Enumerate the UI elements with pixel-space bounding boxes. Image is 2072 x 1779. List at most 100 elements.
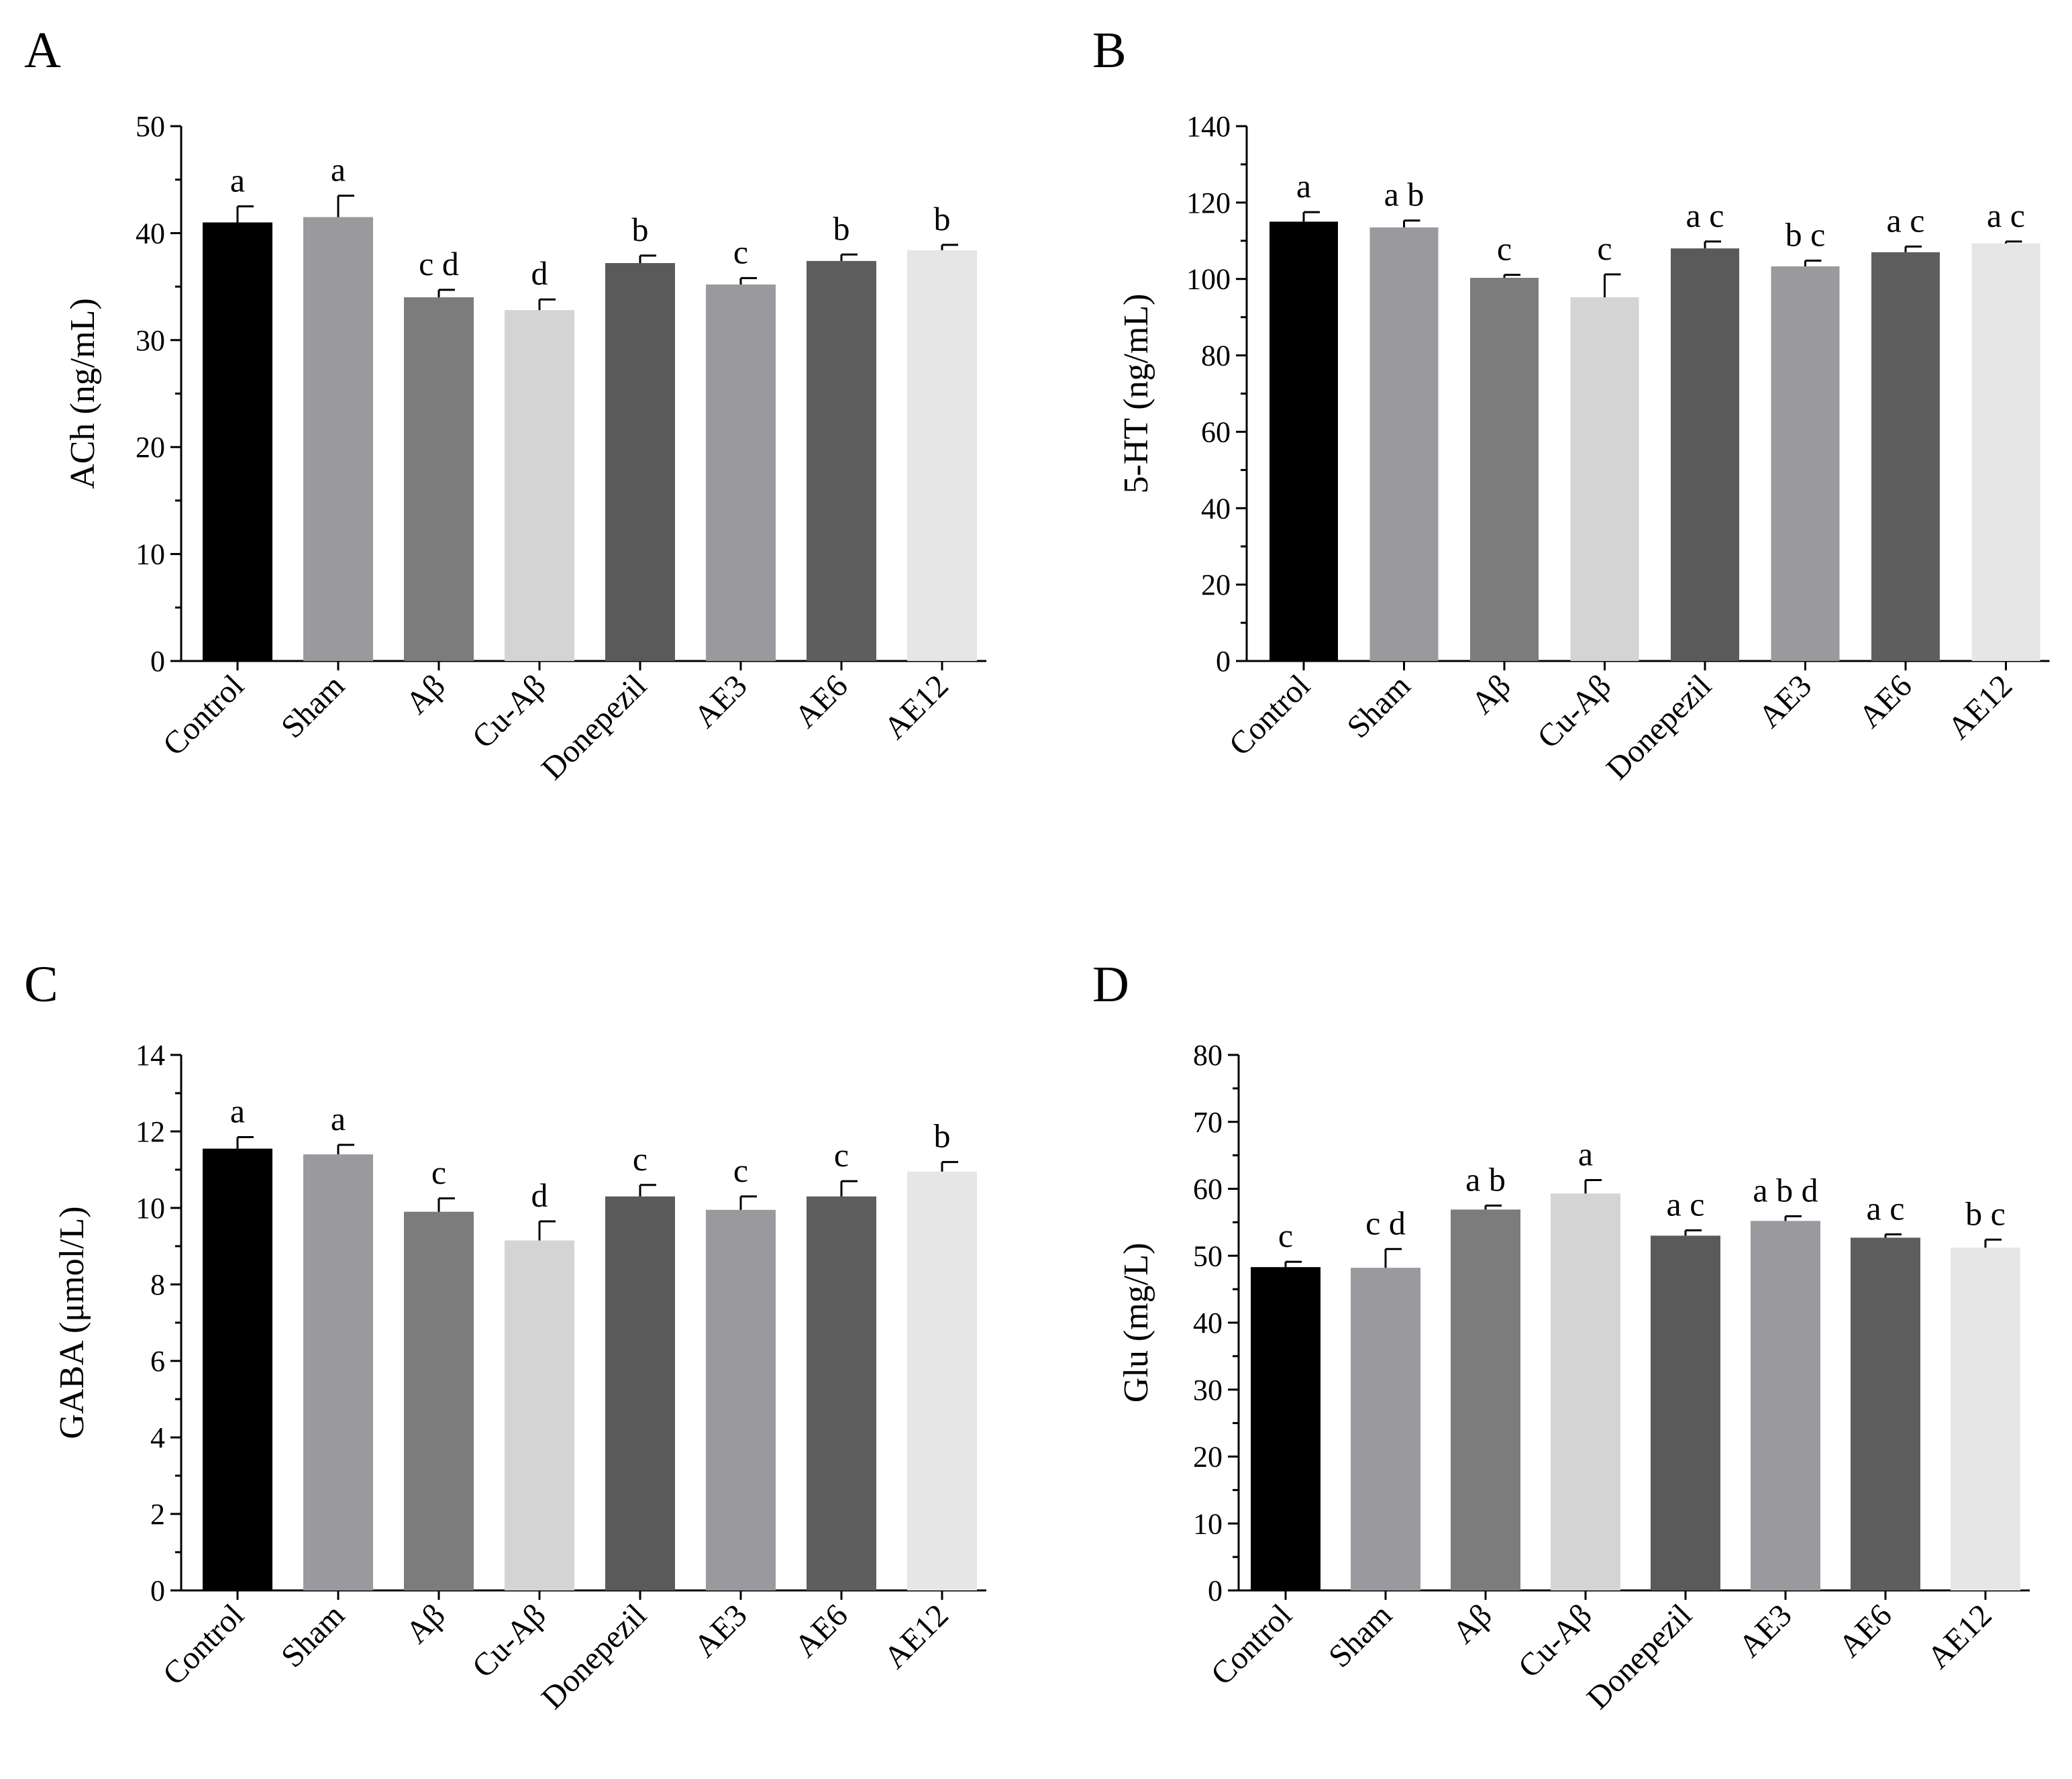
significance-label: a c [1867, 1189, 1905, 1227]
category-label: AE3 [687, 1597, 754, 1664]
significance-label: a c [1987, 197, 2025, 234]
category-label: AE12 [877, 668, 955, 746]
bar [303, 217, 373, 661]
y-tick-label: 20 [1193, 1441, 1223, 1474]
bar [1551, 1193, 1620, 1590]
significance-label: b [934, 1117, 951, 1155]
significance-label: a c [1667, 1185, 1705, 1223]
y-axis-title: Glu (mg/L) [1117, 1243, 1155, 1403]
bar [1270, 221, 1338, 662]
category-label: AE12 [1941, 668, 2020, 746]
significance-label: d [531, 1176, 548, 1214]
bar [907, 1171, 977, 1590]
bar [1871, 252, 1940, 662]
category-label: Sham [274, 1597, 352, 1674]
significance-label: a [230, 162, 245, 199]
significance-label: b c [1785, 215, 1826, 253]
panel-c: C GABA (μmol/L) 0 2 4 6 8 10 12 14 a Control a Sham c A… [24, 956, 986, 1716]
category-label: AE6 [788, 1597, 855, 1664]
category-label: AE3 [1732, 1597, 1799, 1664]
y-tick-label: 0 [1216, 645, 1231, 678]
y-tick-label: 0 [150, 1574, 165, 1607]
significance-label: c [834, 1136, 849, 1174]
y-tick-label: 0 [150, 645, 165, 678]
y-axis-title: ACh (ng/mL) [64, 298, 102, 489]
category-label: Aβ [399, 1597, 452, 1650]
significance-label: c [633, 1140, 648, 1178]
category-label: Cu-Aβ [1512, 1597, 1599, 1684]
bar [907, 250, 977, 661]
category-label: Sham [1322, 1597, 1399, 1674]
bar [404, 1211, 474, 1590]
bar [807, 260, 876, 661]
category-label: Cu-Aβ [1531, 668, 1618, 755]
y-tick-label: 30 [1193, 1374, 1223, 1407]
bar [706, 284, 776, 661]
y-tick-label: 60 [1201, 415, 1231, 448]
y-tick-label: 140 [1186, 110, 1231, 143]
category-label: Aβ [1465, 668, 1518, 721]
category-label: Aβ [1446, 1597, 1499, 1650]
bar [1451, 1209, 1520, 1590]
y-tick-label: 30 [136, 324, 165, 357]
bar [1951, 1248, 2020, 1590]
category-label: AE6 [788, 668, 855, 735]
y-tick-label: 0 [1208, 1574, 1223, 1607]
y-tick-label: 10 [136, 538, 165, 571]
bar [505, 310, 574, 662]
y-tick-label: 12 [136, 1115, 165, 1148]
bar [1971, 243, 2040, 661]
y-tick-label: 60 [1193, 1173, 1223, 1206]
significance-label: a [1578, 1135, 1593, 1173]
y-axis-title: 5-HT (ng/mL) [1117, 294, 1155, 494]
significance-label: c [733, 1152, 748, 1189]
bar [605, 1196, 675, 1590]
bar [807, 1196, 876, 1590]
significance-label: a [331, 1100, 346, 1137]
category-label: Control [1223, 668, 1317, 762]
bar [1251, 1267, 1320, 1590]
significance-label: a [331, 151, 346, 189]
y-tick-label: 50 [1193, 1239, 1223, 1272]
y-tick-label: 20 [136, 431, 165, 464]
bar [505, 1240, 574, 1590]
significance-label: b [833, 209, 850, 247]
significance-label: a b [1465, 1160, 1506, 1198]
y-tick-label: 40 [1201, 492, 1231, 525]
significance-label: b [632, 211, 649, 248]
category-label: Cu-Aβ [466, 1597, 553, 1684]
significance-label: c [431, 1154, 446, 1191]
category-label: AE6 [1852, 668, 1919, 735]
category-label: AE3 [687, 668, 754, 735]
significance-label: c [1497, 230, 1512, 267]
significance-label: b c [1965, 1195, 2006, 1232]
category-label: Sham [1340, 668, 1417, 745]
bar [404, 297, 474, 661]
panel-letter: D [1092, 956, 1129, 1013]
category-label: Control [156, 668, 251, 762]
category-label: Donepezil [1580, 1597, 1699, 1716]
significance-label: d [531, 254, 548, 292]
panel-d: D Glu (mg/L) 0 10 20 30 40 50 60 70 80 c Control c d S… [1092, 956, 2030, 1716]
significance-label: b [934, 200, 951, 238]
bar [1771, 266, 1840, 661]
category-label: Donepezil [535, 668, 654, 786]
category-label: Control [156, 1597, 251, 1692]
bar [203, 1148, 272, 1590]
category-label: Cu-Aβ [466, 668, 553, 755]
y-tick-label: 120 [1186, 187, 1231, 219]
significance-label: c [1278, 1217, 1293, 1254]
significance-label: a c [1887, 201, 1925, 239]
y-tick-label: 8 [150, 1268, 165, 1301]
y-tick-label: 14 [136, 1039, 165, 1072]
panel-letter: A [24, 22, 61, 79]
y-tick-label: 80 [1201, 340, 1231, 372]
bar [1470, 278, 1539, 661]
bar [706, 1209, 776, 1590]
bar [605, 263, 675, 662]
y-tick-label: 4 [150, 1421, 165, 1454]
significance-label: a [230, 1092, 245, 1130]
bar [1369, 227, 1439, 661]
significance-label: c [733, 233, 748, 270]
